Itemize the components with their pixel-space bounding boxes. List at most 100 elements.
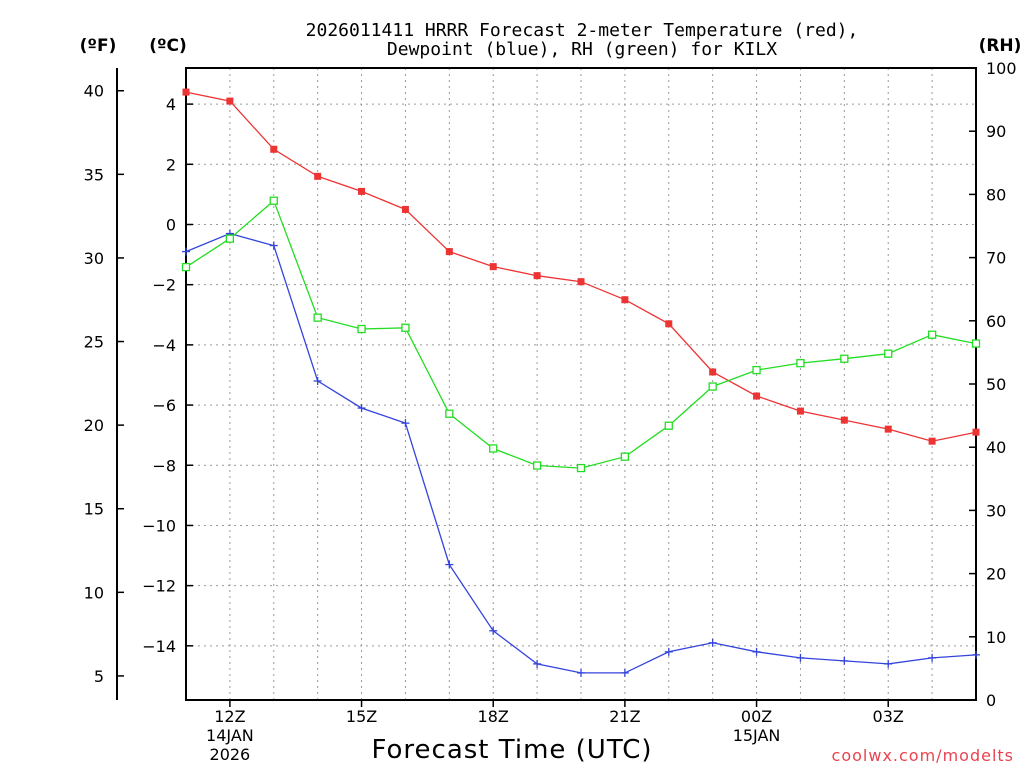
credit-text: coolwx.com/modelts	[832, 746, 1014, 765]
dewpoint-point	[664, 647, 673, 656]
rh-tick-label: 50	[986, 375, 1006, 394]
rh-point	[927, 330, 937, 339]
rh-point	[313, 313, 322, 322]
rh-point	[664, 421, 673, 430]
rh-point	[576, 463, 586, 473]
celsius-tick-label: −6	[152, 396, 176, 415]
dewpoint-point	[357, 404, 366, 413]
fahrenheit-tick-label: 20	[84, 416, 104, 435]
x-tick-date: 15JAN	[733, 726, 781, 745]
dewpoint-point	[928, 653, 937, 662]
series	[181, 88, 981, 677]
dewpoint-point	[182, 247, 190, 256]
fahrenheit-tick-label: 40	[84, 82, 104, 101]
celsius-tick-label: −4	[152, 336, 176, 355]
dewpoint-point	[533, 659, 542, 668]
dewpoint-point	[972, 650, 980, 659]
rh-point	[181, 262, 191, 272]
temperature-point	[533, 272, 541, 280]
fahrenheit-tick-label: 30	[84, 249, 104, 268]
dewpoint-point	[445, 560, 454, 569]
rh-point	[796, 358, 805, 368]
rh-point	[708, 382, 717, 391]
celsius-tick-label: −8	[152, 456, 176, 475]
temperature-point	[577, 278, 585, 286]
x-axis-label: Forecast Time (UTC)	[371, 735, 652, 765]
rh-tick-label: 90	[986, 122, 1006, 141]
temperature-point	[972, 428, 980, 436]
dewpoint-point	[620, 668, 629, 677]
rh-point	[401, 323, 410, 332]
rh-axis-unit: (RH)	[979, 36, 1022, 56]
x-tick-label: 21Z	[609, 707, 640, 726]
temperature-point	[226, 97, 234, 105]
x-tick-year: 2026	[210, 745, 251, 764]
dewpoint-point	[313, 376, 322, 385]
rh-point	[445, 409, 454, 418]
rh-point	[840, 354, 849, 363]
rh-tick-label: 30	[986, 501, 1006, 520]
temperature-point	[928, 437, 936, 445]
temperature-point	[753, 392, 761, 400]
temperature-point	[621, 296, 629, 304]
dewpoint-point	[269, 241, 278, 250]
celsius-tick-label: 0	[166, 215, 176, 234]
temperature-point	[401, 205, 409, 213]
rh-tick-label: 100	[986, 59, 1017, 78]
rh-point	[225, 234, 235, 243]
fahrenheit-axis-unit: (ºF)	[80, 36, 117, 56]
chart-title-line-2: Dewpoint (blue), RH (green) for KILX	[387, 39, 777, 60]
dewpoint-point	[708, 638, 717, 647]
dewpoint-point	[752, 647, 761, 656]
chart-title-line-1: 2026011411 HRRR Forecast 2-meter Tempera…	[306, 20, 859, 41]
fahrenheit-tick-label: 15	[84, 500, 104, 519]
rh-tick-label: 70	[986, 249, 1006, 268]
rh-tick-label: 0	[986, 691, 996, 710]
rh-tick-label: 10	[986, 628, 1006, 647]
celsius-tick-label: −14	[142, 637, 176, 656]
fahrenheit-tick-label: 25	[84, 333, 104, 352]
celsius-axis-unit: (ºC)	[149, 36, 187, 56]
x-tick-label: 00Z	[741, 707, 772, 726]
rh-tick-label: 60	[986, 312, 1006, 331]
grid	[186, 68, 976, 700]
plot-frame	[185, 67, 977, 701]
rh-point	[269, 196, 278, 205]
celsius-tick-label: 4	[166, 95, 176, 114]
rh-point	[971, 339, 981, 348]
rh-point	[532, 461, 542, 470]
rh-point	[620, 452, 630, 461]
temperature-point	[796, 407, 804, 415]
temperature-point	[358, 187, 366, 195]
temperature-point	[884, 425, 892, 433]
x-tick-date: 14JAN	[206, 726, 254, 745]
temperature-point	[709, 368, 717, 376]
dewpoint-point	[840, 656, 849, 665]
temperature-point	[270, 145, 278, 153]
rh-tick-label: 80	[986, 185, 1006, 204]
temperature-point	[840, 416, 848, 424]
rh-tick-label: 40	[986, 438, 1006, 457]
rh-point	[357, 324, 366, 334]
temperature-point	[665, 320, 673, 328]
fahrenheit-tick-label: 5	[94, 667, 104, 686]
celsius-tick-label: −2	[152, 276, 176, 295]
celsius-tick-label: −12	[142, 577, 176, 596]
rh-line	[185, 199, 977, 469]
fahrenheit-tick-label: 35	[84, 165, 104, 184]
rh-point	[884, 349, 893, 358]
rh-tick-label: 20	[986, 565, 1006, 584]
rh-point	[752, 365, 761, 375]
dewpoint-point	[577, 668, 585, 677]
temperature-point	[182, 88, 190, 96]
rh-point	[489, 444, 498, 453]
celsius-tick-label: −10	[142, 516, 176, 535]
dewpoint-point	[884, 659, 893, 668]
x-tick-label: 18Z	[478, 707, 509, 726]
x-tick-label: 03Z	[873, 707, 904, 726]
x-tick-label: 12Z	[214, 707, 245, 726]
dewpoint-point	[796, 653, 805, 662]
temperature-point	[489, 263, 497, 271]
